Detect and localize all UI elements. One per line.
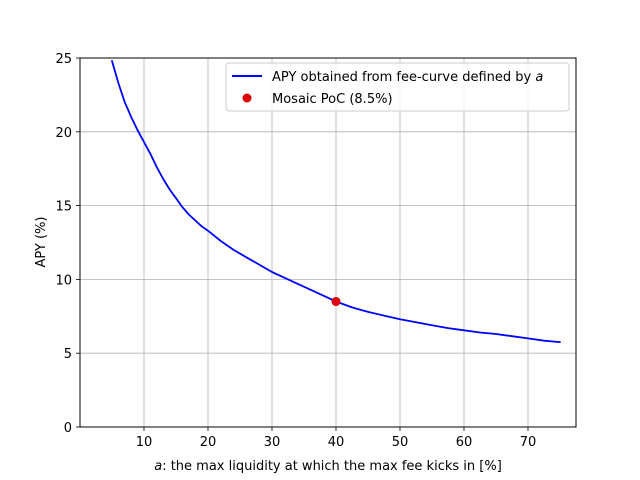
- grid: [80, 58, 576, 427]
- y-tick-label: 0: [64, 421, 72, 436]
- x-tick-label: 50: [392, 435, 409, 450]
- legend: APY obtained from fee-curve defined by a…: [225, 62, 570, 112]
- series-layer: [111, 60, 561, 344]
- mosaic-poc-point: [331, 297, 341, 307]
- x-tick-label: 40: [328, 435, 345, 450]
- legend-box: [225, 62, 570, 112]
- x-tick-label: 20: [200, 435, 217, 450]
- x-axis-label-var: a: [154, 459, 162, 474]
- x-tick-label: 60: [456, 435, 473, 450]
- ticks: 10 20 30 40 50 60 70 0 5 10 15 20 25: [55, 52, 536, 450]
- y-tick-label: 25: [55, 52, 72, 67]
- x-tick-label: 30: [264, 435, 281, 450]
- legend-line-label: APY obtained from fee-curve defined by a: [272, 70, 543, 85]
- legend-point-label: Mosaic PoC (8.5%): [272, 92, 393, 107]
- y-axis-label: APY (%): [34, 216, 49, 267]
- plot-frame: [79, 57, 577, 428]
- y-tick-label: 20: [55, 126, 72, 141]
- x-tick-label: 10: [136, 435, 153, 450]
- legend-point-swatch: [242, 93, 252, 103]
- x-tick-label: 70: [520, 435, 537, 450]
- plot-area: [80, 58, 576, 427]
- x-axis-label-text: : the max liquidity at which the max fee…: [162, 459, 502, 474]
- legend-line-label-var: a: [535, 70, 543, 85]
- y-tick-label: 10: [55, 273, 72, 288]
- y-tick-label: 15: [55, 200, 72, 215]
- legend-line-label-text: APY obtained from fee-curve defined by: [272, 70, 535, 85]
- x-axis-label: a: the max liquidity at which the max fe…: [154, 459, 502, 474]
- apy-series-line: [111, 60, 561, 344]
- y-tick-label: 5: [64, 347, 72, 362]
